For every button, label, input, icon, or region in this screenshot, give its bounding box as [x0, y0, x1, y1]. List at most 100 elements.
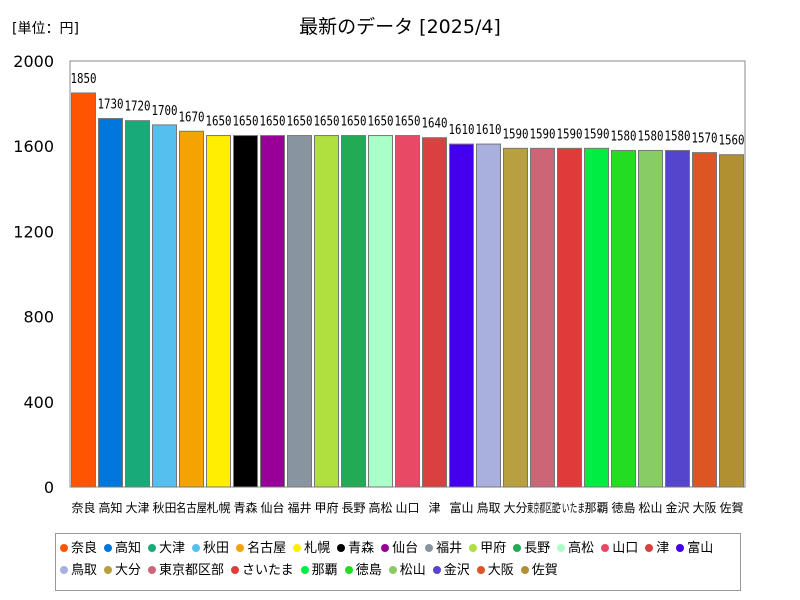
legend-swatch	[513, 544, 522, 552]
bar	[287, 135, 312, 488]
data-label: 1730	[98, 98, 124, 113]
legend-label: 東京都区部	[159, 563, 225, 578]
x-tick-label: 長野	[341, 501, 365, 515]
chart-title: 最新のデータ [2025/4]	[299, 16, 501, 38]
bar	[71, 92, 96, 488]
data-label: 1610	[449, 123, 475, 138]
y-tick-label: 2000	[13, 52, 54, 71]
bar	[341, 135, 366, 488]
legend-item: 金沢	[432, 560, 470, 582]
legend-label: 甲府	[480, 541, 507, 556]
data-label: 1650	[233, 115, 259, 130]
legend-swatch	[520, 566, 529, 574]
legend-swatch	[432, 566, 441, 574]
data-label: 1590	[530, 127, 556, 142]
bar	[125, 120, 150, 488]
x-tick-label: 鳥取	[476, 500, 500, 515]
legend-item: 東京都区部	[148, 560, 224, 582]
legend-swatch	[236, 544, 245, 552]
bar	[233, 135, 258, 488]
legend-label: 山口	[612, 541, 639, 556]
legend-label: 札幌	[304, 541, 331, 556]
legend-swatch	[231, 566, 240, 574]
legend-label: 徳島	[355, 563, 382, 578]
legend-swatch	[676, 544, 685, 552]
x-tick-label: 東京都区部	[527, 500, 558, 515]
x-tick-label: 高知	[98, 500, 122, 515]
legend-swatch	[60, 544, 68, 552]
x-tick-label: 名古屋	[176, 500, 207, 515]
bar	[368, 135, 393, 488]
bar	[638, 149, 663, 488]
bar	[719, 154, 744, 488]
bar	[584, 147, 609, 488]
x-tick-label: 青森	[233, 500, 257, 515]
legend-item: 大阪	[476, 560, 514, 582]
y-tick-label: 800	[23, 308, 54, 327]
unit-label: [単位：円]	[12, 21, 79, 37]
legend-label: 津	[656, 541, 670, 556]
data-label: 1650	[206, 115, 232, 130]
legend-item: 大津	[148, 538, 185, 560]
legend-item: 鳥取	[60, 560, 97, 582]
legend-item: 徳島	[344, 560, 382, 582]
y-tick-label: 1200	[13, 222, 54, 241]
bar	[179, 130, 204, 488]
x-tick-label: 大分	[503, 501, 527, 515]
data-label: 1720	[125, 100, 151, 115]
legend-item: 津	[645, 538, 669, 560]
legend-swatch	[557, 544, 566, 552]
legend-swatch	[425, 544, 434, 552]
data-label: 1650	[368, 115, 394, 130]
bar	[665, 149, 690, 488]
x-tick-label: 秋田	[152, 501, 176, 515]
bar	[449, 143, 474, 488]
legend-label: 仙台	[392, 541, 419, 556]
legend-label: 那覇	[311, 563, 338, 578]
x-tick-label: 金沢	[665, 500, 689, 515]
data-label: 1670	[179, 110, 205, 125]
legend-swatch	[337, 544, 346, 552]
x-tick-label: 津	[428, 501, 440, 515]
legend-swatch	[476, 566, 485, 574]
legend-label: 大阪	[487, 563, 514, 578]
legend-item: 山口	[601, 538, 638, 560]
data-label: 1650	[287, 115, 313, 130]
data-label: 1560	[719, 134, 745, 149]
data-label: 1590	[584, 127, 610, 142]
legend-swatch	[300, 566, 309, 574]
legend-label: さいたま	[242, 563, 294, 578]
data-label: 1580	[638, 129, 664, 144]
legend-label: 金沢	[443, 563, 470, 578]
legend-item: 富山	[676, 538, 713, 560]
legend-label: 大津	[159, 541, 186, 556]
legend-swatch	[293, 544, 302, 552]
legend-label: 高松	[568, 541, 595, 556]
legend-label: 富山	[687, 541, 714, 556]
bar	[422, 137, 447, 488]
legend-item: 札幌	[293, 538, 330, 560]
bar	[503, 147, 528, 488]
legend-label: 福井	[436, 541, 463, 556]
legend-label: 青森	[348, 541, 375, 556]
x-tick-label: さいたま	[554, 501, 585, 515]
legend-item: 高知	[104, 538, 141, 560]
legend-item: 長野	[513, 538, 550, 560]
bar	[314, 135, 339, 488]
bar	[206, 135, 231, 488]
legend-swatch	[148, 544, 157, 552]
legend-swatch	[645, 544, 654, 552]
legend-swatch	[104, 544, 113, 552]
legend-label: 名古屋	[247, 541, 287, 556]
legend-swatch	[388, 566, 397, 574]
x-tick-label: 甲府	[314, 500, 338, 515]
data-label: 1570	[692, 132, 718, 147]
legend-item: 秋田	[192, 538, 229, 560]
data-label: 1590	[503, 127, 529, 142]
legend-swatch	[192, 544, 201, 552]
x-tick-label: 山口	[395, 501, 419, 515]
bar	[692, 152, 717, 488]
data-label: 1590	[557, 127, 583, 142]
legend-item: 名古屋	[236, 538, 286, 560]
data-label: 1850	[71, 72, 97, 87]
